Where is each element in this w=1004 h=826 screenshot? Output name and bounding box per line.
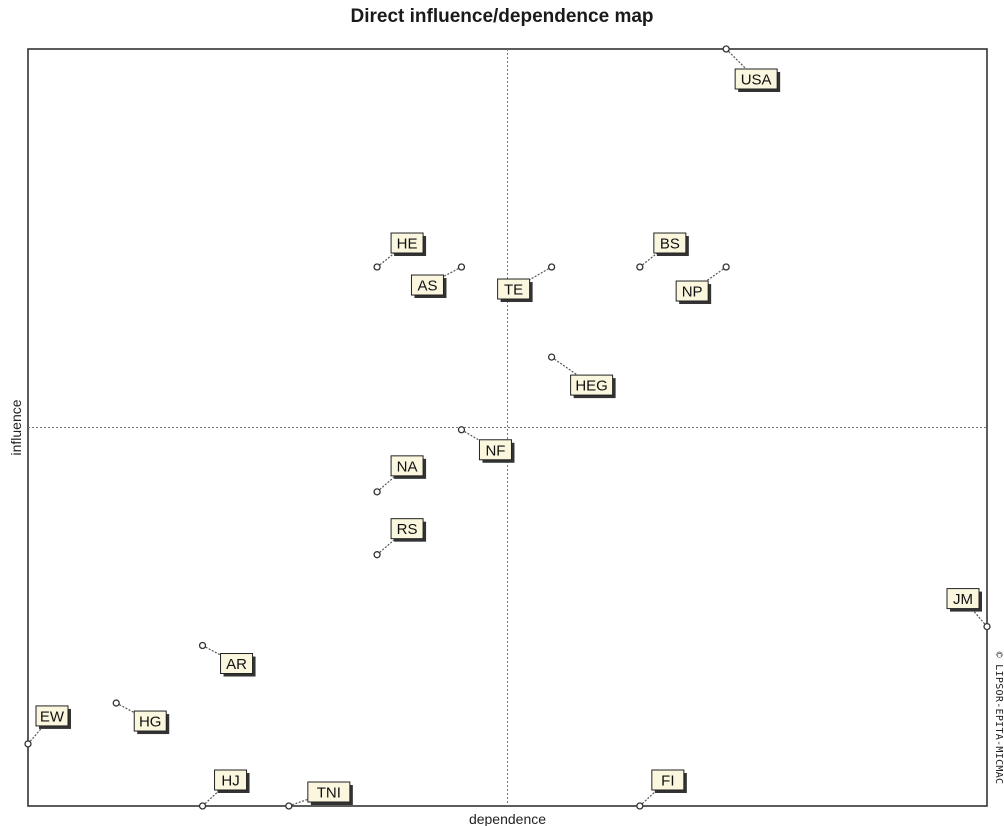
point-fi	[636, 802, 644, 810]
label-box-usa	[734, 68, 778, 90]
point-usa	[722, 45, 730, 53]
label-nf: NF	[485, 442, 505, 459]
label-tni: TNI	[317, 785, 341, 802]
point-as	[457, 263, 466, 271]
label-na: NA	[397, 458, 418, 475]
label-box-bs	[653, 232, 687, 254]
label-box-he	[390, 232, 424, 254]
label-hj: HJ	[221, 773, 239, 790]
label-he: HE	[397, 236, 418, 253]
point-ew	[24, 740, 32, 748]
label-box-ew	[35, 705, 69, 727]
leader-line-ew	[27, 715, 53, 745]
point-np	[722, 263, 730, 271]
label-box-rs	[390, 518, 424, 540]
label-heg: HEG	[575, 378, 608, 395]
point-heg	[547, 353, 556, 361]
label-box-ar	[220, 653, 254, 675]
label-rs: RS	[397, 521, 418, 538]
label-fi: FI	[661, 773, 674, 790]
label-np: NP	[682, 284, 703, 301]
point-jm	[983, 622, 991, 631]
label-box-jm	[946, 588, 980, 610]
point-bs	[636, 263, 644, 271]
label-bs: BS	[660, 236, 680, 253]
label-box-nf	[478, 439, 512, 461]
label-box-np	[675, 280, 709, 302]
label-box-fi	[651, 769, 685, 791]
point-hj	[198, 802, 207, 810]
x-axis-label: dependence	[469, 811, 546, 826]
label-as: AS	[417, 278, 437, 295]
label-ar: AR	[226, 656, 247, 673]
label-box-hj	[214, 769, 248, 791]
point-rs	[373, 551, 381, 559]
point-nf	[457, 426, 466, 434]
point-na	[373, 488, 381, 496]
point-he	[373, 263, 381, 271]
label-box-hg	[133, 710, 167, 732]
point-te	[547, 263, 556, 271]
y-axis-label: influence	[8, 399, 24, 455]
label-usa: USA	[741, 72, 772, 89]
leader-line-heg	[551, 356, 592, 386]
leader-line-jm	[962, 598, 988, 627]
point-hg	[112, 699, 120, 707]
label-jm: JM	[953, 591, 973, 608]
chart-title: Direct influence/dependence map	[350, 6, 654, 27]
point-tni	[285, 802, 293, 810]
label-te: TE	[504, 282, 523, 299]
point-ar	[198, 641, 207, 650]
label-box-tni	[307, 781, 351, 803]
label-box-te	[497, 278, 531, 300]
label-box-as	[410, 274, 444, 296]
label-ew: EW	[40, 708, 65, 725]
label-box-heg	[570, 374, 614, 396]
copyright-text: © LIPSOR-EPITA-MICMAC	[993, 652, 1004, 785]
label-box-na	[390, 455, 424, 477]
label-hg: HG	[139, 714, 162, 731]
